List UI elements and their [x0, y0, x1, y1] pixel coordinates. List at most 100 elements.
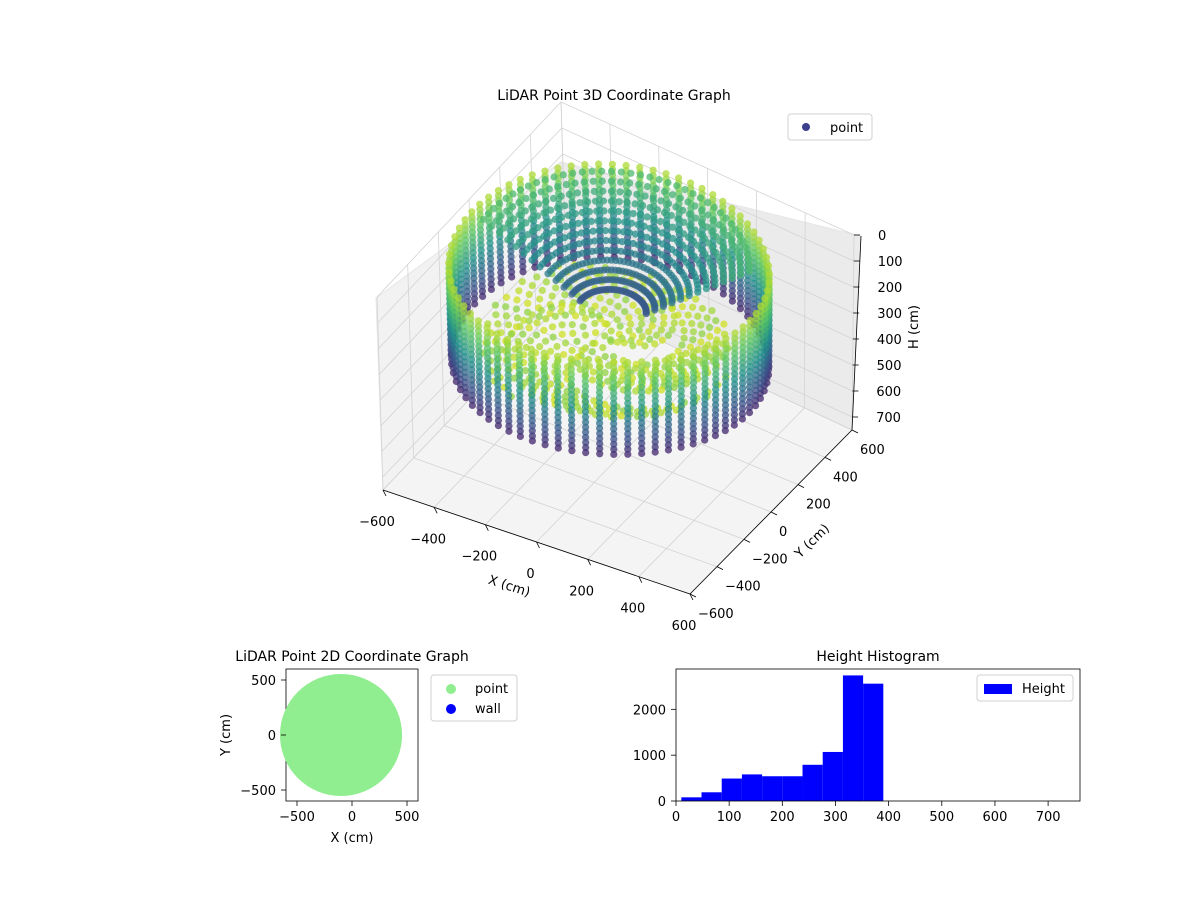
point-3d: [596, 409, 604, 417]
y-tick-label-hist: 1000: [633, 749, 666, 764]
point-3d: [664, 410, 673, 418]
point-3d: [542, 315, 550, 323]
point-3d: [554, 444, 562, 452]
point-3d: [610, 384, 618, 392]
point-3d: [731, 375, 739, 383]
point-3d: [515, 361, 524, 369]
point-3d: [604, 377, 612, 385]
point-3d: [701, 380, 709, 388]
point-3d: [701, 370, 709, 378]
point-3d: [581, 377, 589, 385]
chart-3d-title: LiDAR Point 3D Coordinate Graph: [497, 88, 730, 104]
point-3d: [540, 364, 549, 372]
point-3d: [505, 402, 513, 410]
point-3d: [535, 312, 543, 321]
point-3d: [688, 320, 696, 328]
point-3d: [486, 244, 494, 252]
x-tick-label-hist: 200: [770, 810, 795, 825]
grid-line: [560, 101, 568, 298]
point-3d: [689, 389, 698, 397]
point-3d: [645, 387, 653, 395]
point-3d: [568, 436, 576, 445]
point-3d: [493, 340, 501, 348]
point-3d: [657, 386, 666, 394]
point-3d: [677, 351, 686, 359]
point-3d: [528, 366, 536, 374]
point-3d: [467, 340, 475, 348]
point-3d: [468, 386, 476, 394]
point-3d: [624, 379, 632, 387]
point-3d: [513, 314, 522, 322]
point-3d: [548, 292, 556, 300]
point-3d: [521, 207, 529, 215]
point-3d: [687, 184, 695, 192]
point-3d: [589, 177, 597, 185]
point-3d: [664, 441, 673, 449]
point-3d: [638, 434, 646, 442]
point-3d: [653, 331, 661, 339]
point-3d: [638, 409, 646, 417]
histogram-bar: [701, 792, 722, 801]
point-3d: [493, 355, 501, 363]
point-3d: [487, 265, 495, 273]
point-3d: [728, 264, 736, 272]
point-3d: [504, 386, 512, 395]
point-3d: [752, 381, 760, 389]
point-3d: [736, 299, 745, 308]
point-3d: [567, 396, 576, 404]
point-3d: [670, 383, 678, 391]
point-3d: [582, 433, 590, 441]
point-3d: [705, 323, 714, 331]
point-3d: [665, 364, 673, 372]
point-3d: [701, 344, 709, 352]
point-3d: [739, 364, 747, 372]
point-3d: [738, 400, 747, 408]
point-3d: [549, 333, 557, 341]
point-3d: [698, 184, 706, 193]
point-3d: [494, 187, 502, 195]
legend-hist: Height: [976, 674, 1074, 702]
point-3d: [593, 207, 601, 215]
point-3d: [712, 396, 720, 404]
histogram-bar: [822, 751, 843, 801]
point-3d: [696, 194, 705, 202]
point-3d: [651, 366, 660, 374]
point-3d: [478, 267, 486, 275]
x-tick-label-3d: 0: [526, 567, 534, 582]
point-3d: [516, 432, 525, 440]
point-3d: [541, 390, 549, 398]
point-3d: [463, 282, 471, 290]
point-3d: [502, 194, 510, 202]
point-3d: [476, 403, 484, 412]
point-3d: [677, 428, 685, 436]
point-3d: [562, 181, 570, 189]
point-3d: [496, 243, 504, 251]
point-3d: [518, 278, 526, 286]
point-3d: [516, 427, 524, 435]
point-3d: [478, 282, 486, 290]
point-3d: [537, 306, 546, 315]
point-3d: [470, 264, 478, 272]
legend-3d: point: [787, 113, 873, 141]
point-3d: [690, 368, 698, 377]
point-3d: [745, 255, 753, 263]
point-3d: [615, 198, 623, 206]
point-3d: [648, 322, 656, 330]
point-3d: [581, 218, 589, 226]
point-3d: [669, 223, 677, 231]
point-3d: [486, 249, 494, 258]
point-3d: [568, 200, 576, 208]
point-3d: [515, 346, 523, 354]
point-3d: [541, 425, 549, 434]
point-3d: [551, 312, 560, 320]
point-3d: [722, 360, 730, 368]
point-3d: [701, 405, 709, 413]
point-3d: [751, 391, 760, 399]
point-3d: [528, 376, 536, 384]
point-3d: [568, 442, 576, 450]
point-3d: [527, 215, 536, 223]
point-3d: [541, 420, 549, 429]
point-3d: [505, 412, 513, 420]
point-3d: [596, 237, 605, 245]
point-3d: [484, 375, 492, 383]
